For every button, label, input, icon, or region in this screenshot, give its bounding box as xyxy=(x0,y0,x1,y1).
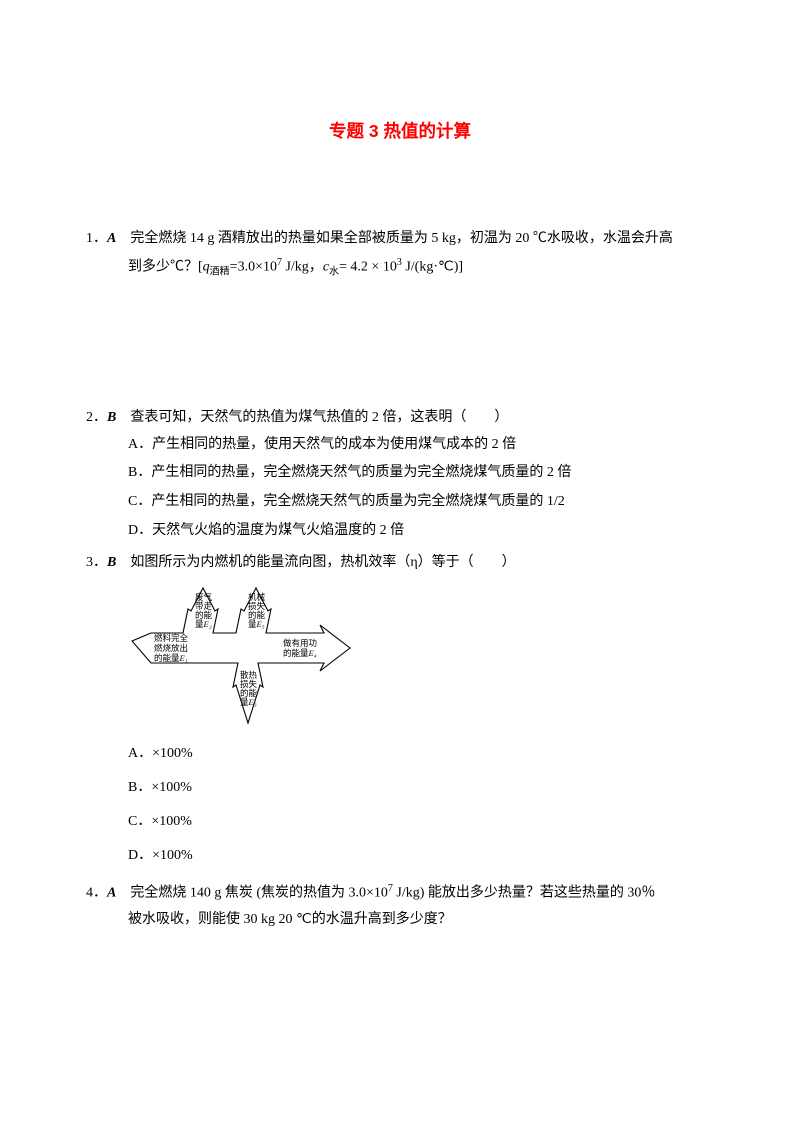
dg-out1: 做有用功 xyxy=(283,638,317,648)
q1-csub: 水 xyxy=(329,266,339,277)
q1-line2: 到多少℃？[q酒精=3.0×107 J/kg，c水= 4.2 × 103 J/(… xyxy=(86,253,714,281)
question-4: 4．A 完全燃烧 140 g 焦炭 (焦炭的热值为 3.0×107 J/kg) … xyxy=(86,879,714,934)
q2-opt-d: D．天然气火焰的温度为煤气火焰温度的 2 倍 xyxy=(128,518,714,545)
q1-number: 1． xyxy=(86,231,107,246)
q1-workspace xyxy=(86,287,714,405)
dg-in3: 的能量E₁ xyxy=(154,653,188,663)
q1-eq1: =3.0×10 xyxy=(230,260,277,275)
q2-opt-a: A．产生相同的热量，使用天然气的成本为使用煤气成本的 2 倍 xyxy=(128,432,714,459)
q3-options: A．×100% B．×100% C．×100% D．×100% xyxy=(86,738,714,873)
q1-eq2: = 4.2 × 10 xyxy=(339,260,397,275)
question-1: 1．A 完全燃烧 14 g 酒精放出的热量如果全部被质量为 5 kg，初温为 2… xyxy=(86,226,714,281)
page: 专题 3 热值的计算 1．A 完全燃烧 14 g 酒精放出的热量如果全部被质量为… xyxy=(0,0,800,1132)
q1-text-1: 完全燃烧 14 g 酒精放出的热量如果全部被质量为 5 kg，初温为 20 ℃水… xyxy=(116,231,673,246)
question-2: 2．B 查表可知，天然气的热值为煤气热值的 2 倍，这表明（ ） A．产生相同的… xyxy=(86,405,714,544)
q2-opt-c: C．产生相同的热量，完全燃烧天然气的质量为完全燃烧煤气质量的 1/2 xyxy=(128,489,714,516)
q2-number: 2． xyxy=(86,410,107,425)
dg-in2: 燃烧放出 xyxy=(154,643,188,653)
dg-up1d: 量E₂ xyxy=(195,619,212,629)
q3-text: 如图所示为内燃机的能量流向图，热机效率（η）等于（ ） xyxy=(116,555,515,570)
dg-out2: 的能量E₄ xyxy=(283,648,317,658)
q1-level: A xyxy=(107,231,116,246)
q3-opt-b: B．×100% xyxy=(128,772,714,804)
dg-in1: 燃料完全 xyxy=(154,633,189,643)
q2-opt-b: B．产生相同的热量，完全燃烧天然气的质量为完全燃烧煤气质量的 2 倍 xyxy=(128,460,714,487)
q2-line: 2．B 查表可知，天然气的热值为煤气热值的 2 倍，这表明（ ） xyxy=(86,405,714,432)
q3-number: 3． xyxy=(86,555,107,570)
dg-d1d: 量E₃ xyxy=(240,697,257,707)
q4-l1-pre: 完全燃烧 140 g 焦炭 (焦炭的热值为 3.0×10 xyxy=(116,885,388,900)
question-3: 3．B 如图所示为内燃机的能量流向图，热机效率（η）等于（ ） 燃料完全 燃烧放… xyxy=(86,550,714,872)
q4-l1-post: J/kg) 能放出多少热量？若这些热量的 30％ xyxy=(393,885,656,900)
q3-opt-a: A．×100% xyxy=(128,738,714,770)
q2-options: A．产生相同的热量，使用天然气的成本为使用煤气成本的 2 倍 B．产生相同的热量… xyxy=(86,432,714,544)
q4-level: A xyxy=(107,885,116,900)
page-title: 专题 3 热值的计算 xyxy=(86,115,714,148)
q1-unit2: J/(kg·℃)] xyxy=(402,260,463,275)
q2-level: B xyxy=(107,410,116,425)
q4-number: 4． xyxy=(86,885,107,900)
q1-unit1: J/kg， xyxy=(282,260,323,275)
q3-line: 3．B 如图所示为内燃机的能量流向图，热机效率（η）等于（ ） xyxy=(86,550,714,577)
energy-flow-svg: 燃料完全 燃烧放出 的能量E₁ 废气 带走 的能 量E₂ 机械 损失 的能 量E… xyxy=(128,583,353,728)
q4-line1: 4．A 完全燃烧 140 g 焦炭 (焦炭的热值为 3.0×107 J/kg) … xyxy=(86,879,714,907)
q2-text: 查表可知，天然气的热值为煤气热值的 2 倍，这表明（ ） xyxy=(116,410,508,425)
dg-up2d: 量E₅ xyxy=(248,619,265,629)
q3-level: B xyxy=(107,555,116,570)
q1-qsub: 酒精 xyxy=(210,266,230,277)
q3-opt-d: D．×100% xyxy=(128,840,714,872)
q1-qsym: q xyxy=(203,260,210,275)
q3-opt-c: C．×100% xyxy=(128,806,714,838)
q1-line1: 1．A 完全燃烧 14 g 酒精放出的热量如果全部被质量为 5 kg，初温为 2… xyxy=(86,226,714,253)
q3-diagram: 燃料完全 燃烧放出 的能量E₁ 废气 带走 的能 量E₂ 机械 损失 的能 量E… xyxy=(128,583,714,728)
q4-line2: 被水吸收，则能使 30 kg 20 ℃的水温升高到多少度？ xyxy=(86,907,714,934)
q1-l2-pre: 到多少℃？[ xyxy=(128,260,203,275)
